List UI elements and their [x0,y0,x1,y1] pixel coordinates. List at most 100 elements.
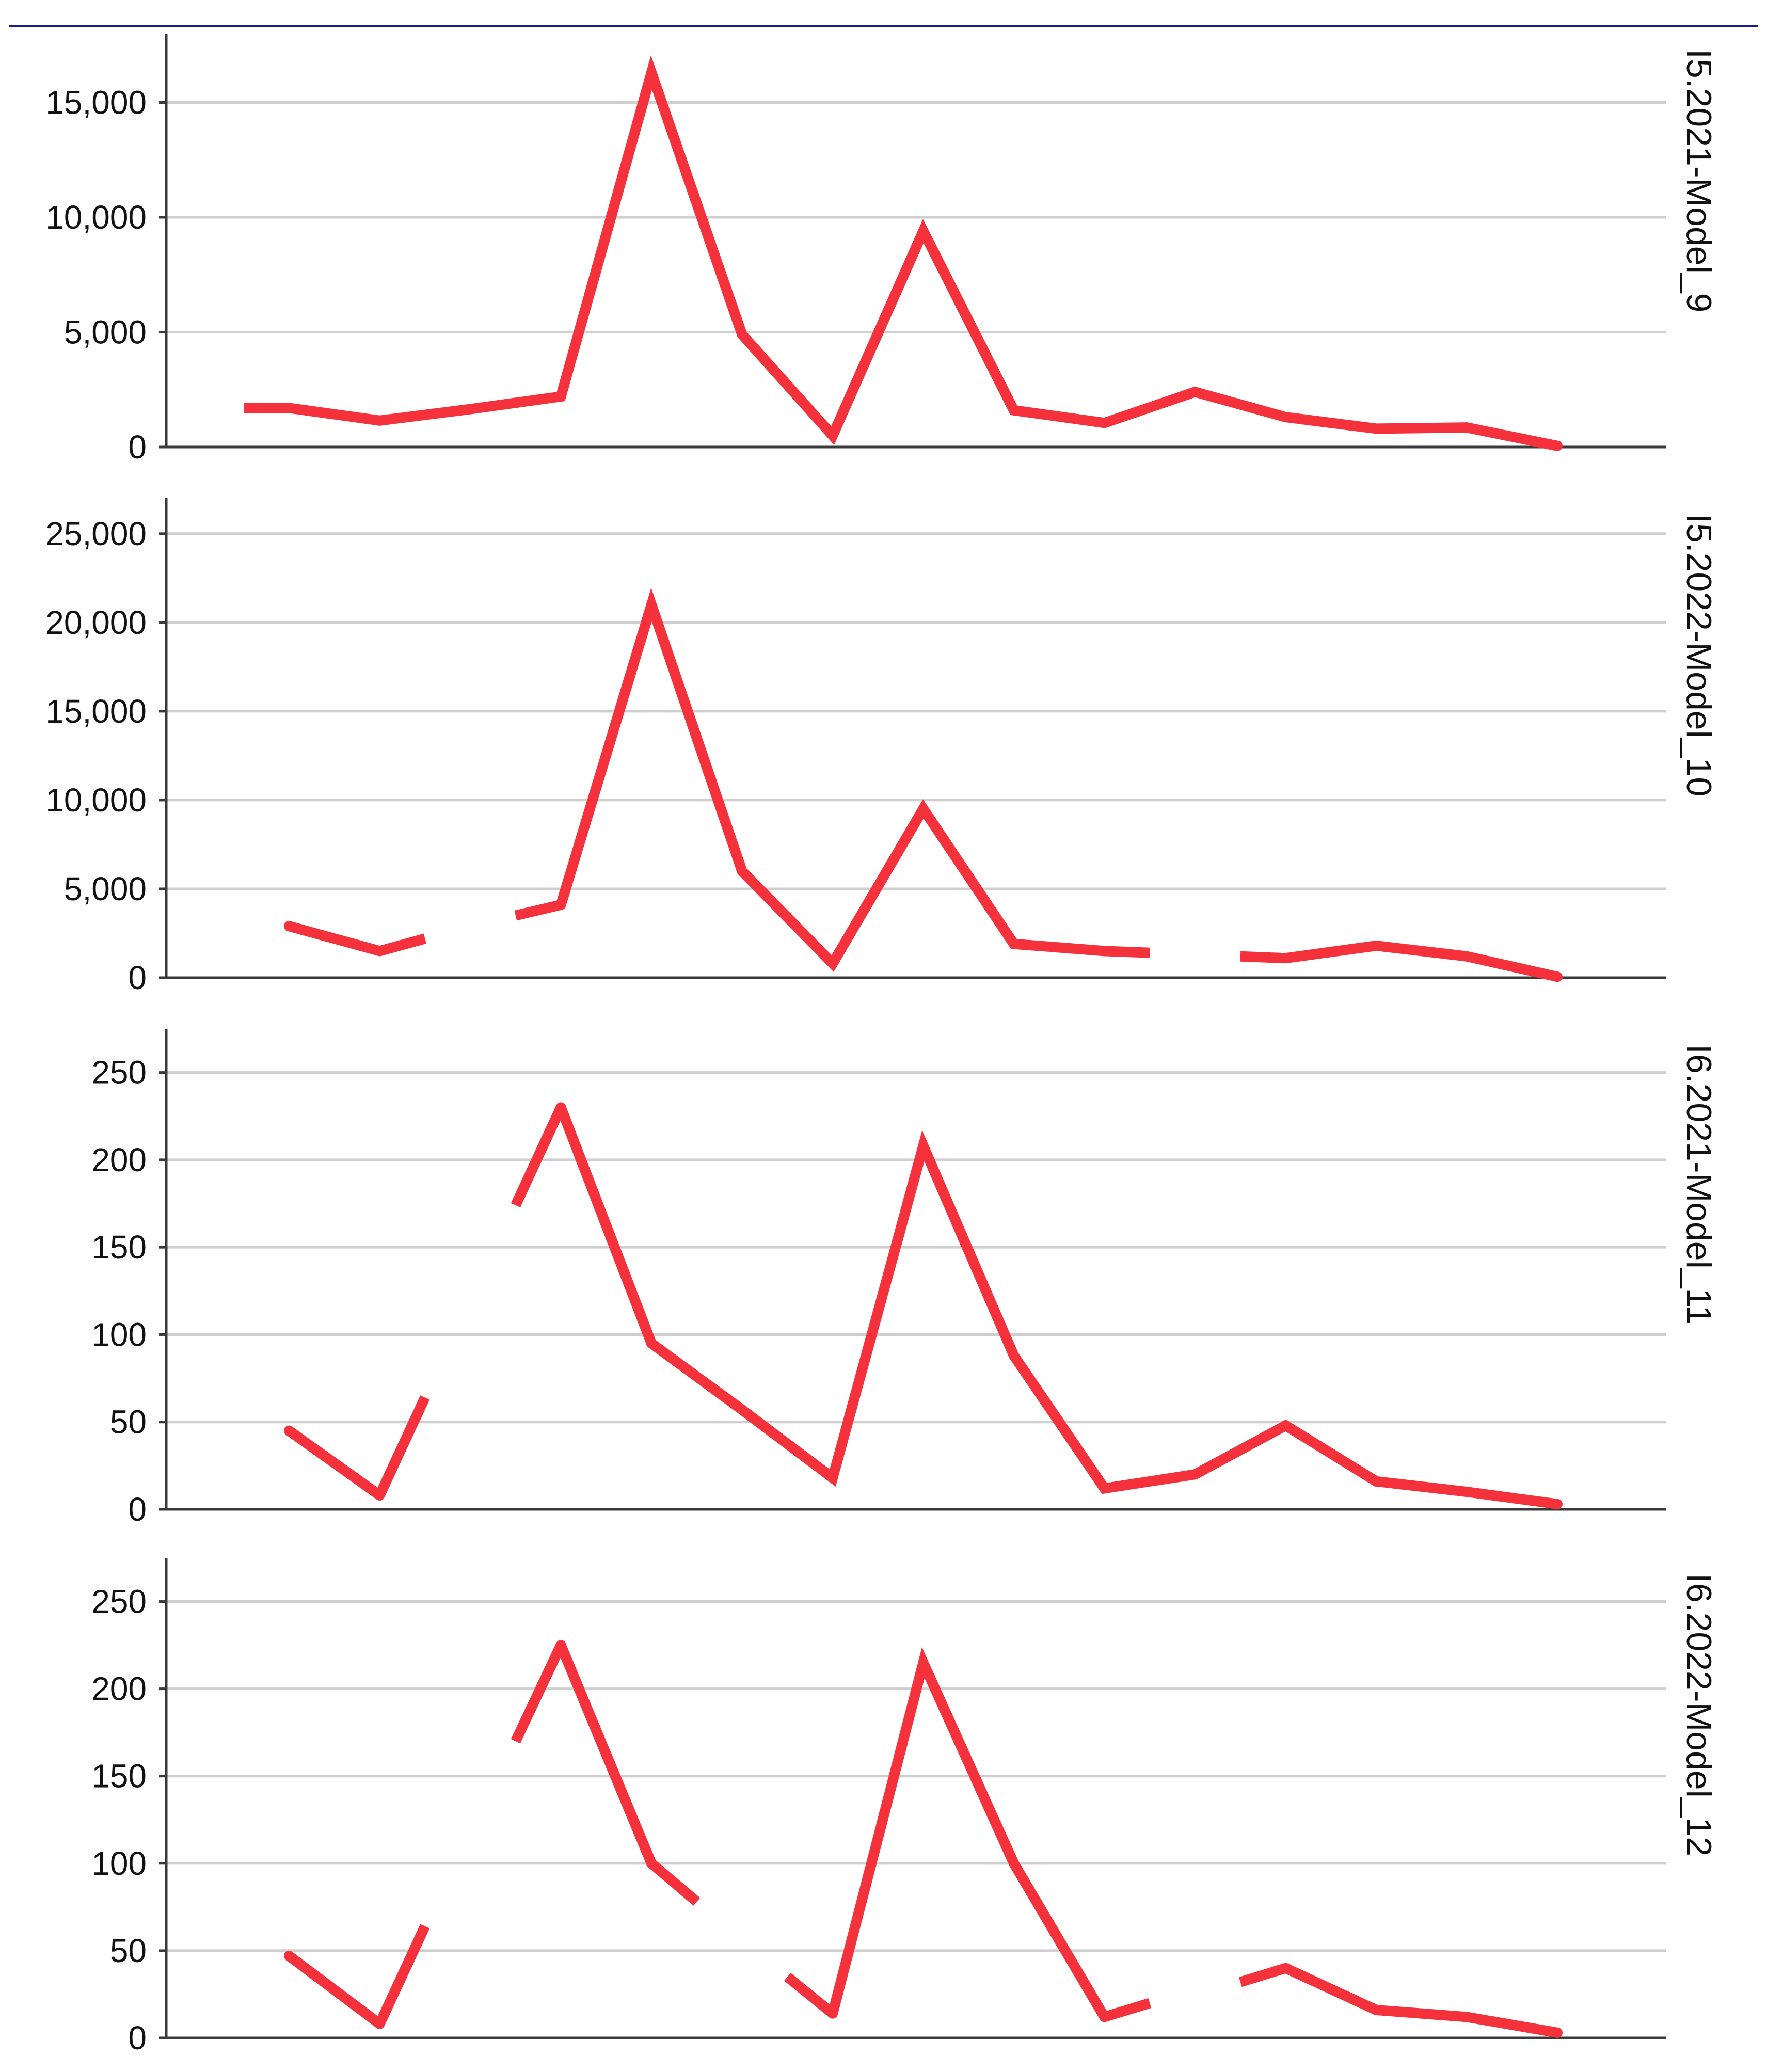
series-line [1283,1963,1558,2038]
series-line [286,1426,383,1500]
series-line-segment [378,933,426,957]
y-tick-label: 50 [110,1932,147,1969]
y-tick-label: 15,000 [45,693,147,730]
data-point [918,226,929,236]
data-point [646,1338,657,1349]
series-line-segment [1240,951,1286,964]
y-tick-label: 100 [91,1845,147,1882]
y-tick-label: 25,000 [45,515,147,552]
series-line-segment [1104,946,1150,958]
data-point [374,946,385,957]
data-point [374,415,385,426]
data-point [1371,2004,1381,2015]
data-point [465,404,475,415]
data-point [1009,1350,1019,1361]
data-point [1371,423,1381,434]
data-point [737,1405,747,1415]
series-line-segment [375,1395,430,1498]
series-line-segment [511,1643,566,1744]
data-point [1461,951,1472,962]
series-line [1285,941,1559,982]
y-tick-label: 15,000 [45,84,147,121]
data-point [737,866,747,876]
y-tick-label: 250 [91,1054,147,1091]
data-point [1280,1420,1291,1431]
data-point [374,2018,385,2029]
panel-label: I6.2022-Model_12 [1679,1573,1718,1856]
series-line [288,921,381,957]
data-point [1280,1963,1291,1973]
data-point [1552,1499,1563,1509]
data-point [646,1858,657,1869]
data-point [1099,1483,1110,1494]
series-line-segment [784,1972,836,2018]
data-point [827,1473,838,1484]
data-point [555,1102,566,1113]
y-tick-label: 0 [128,428,147,466]
y-tick-label: 200 [91,1141,147,1178]
panel-label: I5.2022-Model_10 [1679,514,1718,796]
data-point [1280,953,1291,964]
data-point [284,1425,294,1436]
data-point [284,403,294,413]
data-point [646,599,657,610]
series-line-segment [511,1105,566,1208]
data-point [646,67,657,78]
data-point [1461,2012,1472,2022]
y-tick-label: 0 [128,1491,147,1528]
data-point [737,329,747,340]
data-point [555,1640,566,1651]
y-tick-label: 50 [110,1404,147,1441]
data-point [827,958,838,969]
data-point [1552,2027,1563,2038]
data-point [1190,1469,1200,1480]
data-point [1371,1476,1381,1487]
y-tick-label: 10,000 [45,199,147,236]
y-tick-label: 150 [91,1758,147,1795]
series-line [556,1105,1558,1509]
y-tick-label: 200 [91,1670,147,1708]
panel-label: I6.2021-Model_11 [1679,1044,1718,1325]
y-tick-label: 20,000 [45,604,147,641]
data-point [827,430,838,441]
series-line-segment [1103,1998,1152,2022]
y-tick-label: 5,000 [64,314,147,351]
y-tick-label: 10,000 [45,782,147,819]
data-point [1099,2012,1110,2022]
y-tick-label: 0 [128,2019,147,2057]
data-point [1461,1487,1472,1497]
data-point [918,804,929,815]
series-line [555,587,1105,972]
data-point [1190,387,1200,397]
y-tick-label: 5,000 [64,870,147,907]
series-line [827,1647,1109,2020]
data-point [1371,941,1381,951]
data-point [555,391,566,402]
data-point [284,1951,294,1962]
data-point [1009,938,1019,949]
data-point [1009,1858,1019,1869]
top-rule [9,25,1758,27]
data-point [1009,405,1019,416]
panel-label: I5.2021-Model_9 [1679,49,1718,312]
y-tick-label: 0 [128,959,147,996]
series-line-segment [514,900,562,921]
series-line-segment [1238,1963,1287,1987]
data-point [1461,422,1472,433]
y-tick-label: 150 [91,1229,147,1266]
y-tick-label: 100 [91,1316,147,1353]
data-point [827,2008,838,2019]
series-line [244,55,1558,451]
data-point [374,1490,385,1501]
series-line [556,1643,657,1866]
data-point [1280,412,1291,423]
data-point [1099,418,1110,428]
data-point [918,1140,929,1151]
series-line-segment [648,1859,701,1906]
data-point [1552,440,1563,451]
data-point [1099,946,1110,957]
data-point [1552,971,1563,982]
data-point [284,921,294,932]
data-point [555,899,566,910]
